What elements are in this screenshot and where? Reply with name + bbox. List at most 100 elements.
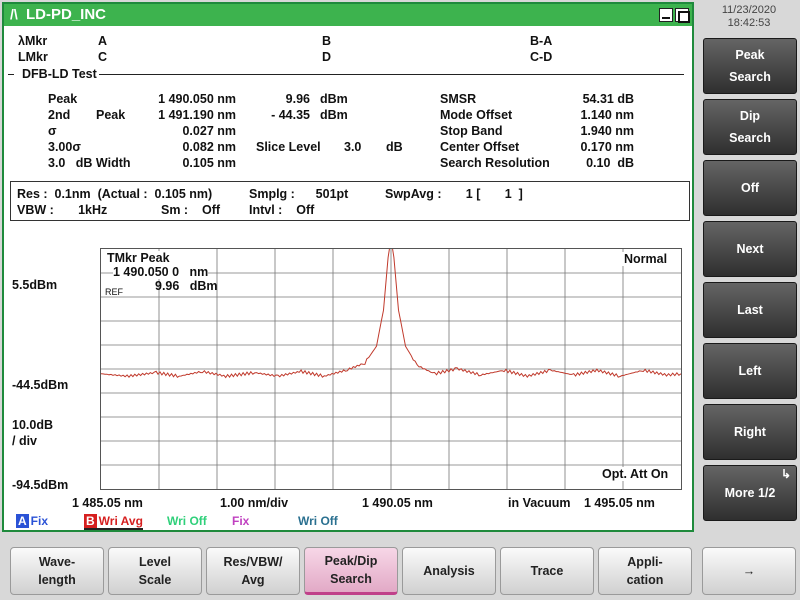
sigma3-label: 3.00σ	[48, 140, 81, 154]
tab-label-2: Avg	[241, 573, 265, 587]
reference-label: REF	[105, 287, 123, 297]
lambda-marker-label: λMkr	[18, 34, 48, 48]
trace-b-status: Wri Avg	[98, 514, 143, 528]
trace-marker-label: TMkr Peak	[107, 251, 172, 265]
search-resolution-value: 0.10 dB	[586, 156, 634, 170]
sampling-setting: Smplg : 501pt	[249, 187, 349, 201]
minimize-button[interactable]	[659, 8, 673, 22]
main-window: /\ LD-PD_INC λMkr A B B-A LMkr C D C-D D…	[2, 2, 694, 532]
stop-band-value: 1.940 nm	[580, 124, 634, 138]
tab-label: Trace	[530, 564, 564, 578]
tab-peak-dip-search[interactable]: Peak/Dip Search	[304, 547, 398, 595]
peak-wavelength: 1 490.050 nm	[158, 92, 236, 106]
search-resolution-label: Search Resolution	[440, 156, 550, 170]
peak-unit: dBm	[320, 92, 348, 106]
trace-b-badge: B	[84, 514, 97, 528]
center-offset-value: 0.170 nm	[580, 140, 634, 154]
softkey-label-2: Search	[729, 70, 771, 84]
second-unit: dBm	[320, 108, 348, 122]
tab-trace[interactable]: Trace	[500, 547, 594, 595]
softkey-label: Left	[738, 364, 762, 378]
tab-wavelength[interactable]: Wave-length	[10, 547, 104, 595]
marker-b: B	[322, 34, 332, 48]
smsr-value: 54.31 dB	[582, 92, 634, 106]
trace-d-legend[interactable]: Fix	[232, 514, 249, 528]
mode-offset-label: Mode Offset	[440, 108, 513, 122]
resolution-setting: Res : 0.1nm (Actual : 0.105 nm)	[17, 187, 213, 201]
marker-c: C	[98, 50, 108, 64]
db-width-value: 0.105 nm	[182, 156, 236, 170]
l-marker-label: LMkr	[18, 50, 48, 64]
maximize-button[interactable]	[675, 8, 690, 23]
slice-level-unit: dB	[386, 140, 403, 154]
center-offset-label: Center Offset	[440, 140, 520, 154]
tab-label-2: length	[38, 573, 76, 587]
smsr-label: SMSR	[440, 92, 477, 106]
x-axis-scale-label: 1.00 nm/div	[220, 496, 289, 510]
softkey-left[interactable]: Left	[703, 343, 797, 399]
section-title: DFB-LD Test	[20, 67, 99, 81]
softkey-label: Off	[740, 181, 760, 195]
softkey-label: Last	[737, 303, 763, 317]
softkey-label: Next	[736, 242, 764, 256]
trace-marker-value: 9.96 dBm	[155, 279, 218, 293]
trace-a-legend[interactable]: A Fix	[16, 514, 48, 528]
second-value: - 44.35	[271, 108, 310, 122]
softkey-label-2: Search	[729, 131, 771, 145]
submenu-arrow-icon: ↳	[780, 467, 791, 481]
trace-marker-wavelength: 1 490.050 0 nm	[113, 265, 209, 279]
slice-level-label: Slice Level	[256, 140, 321, 154]
trace-c-legend[interactable]: Wri Off	[167, 514, 207, 528]
softkey-dip-search[interactable]: Dip Search	[703, 99, 797, 155]
softkey-peak-search[interactable]: Peak Search	[703, 38, 797, 94]
app-logo-icon: /\	[10, 6, 18, 22]
softkey-last[interactable]: Last	[703, 282, 797, 338]
title-bar: /\ LD-PD_INC	[4, 4, 692, 26]
window-title: LD-PD_INC	[26, 6, 107, 23]
date-display: 11/23/2020	[721, 4, 777, 16]
tab-analysis[interactable]: Analysis	[402, 547, 496, 595]
section-divider-left	[8, 74, 14, 75]
trace-e-status: Wri Off	[298, 514, 338, 528]
marker-a: A	[98, 34, 108, 48]
tab-level-scale[interactable]: Level Scale	[108, 547, 202, 595]
stop-band-label: Stop Band	[440, 124, 503, 138]
y-scale-div-label: / div	[12, 434, 38, 448]
trace-a-status: Fix	[30, 514, 49, 528]
sigma-label: σ	[48, 124, 57, 138]
tab-label: Appli-	[627, 555, 663, 569]
second-peak-label: Peak	[96, 108, 126, 122]
optical-attenuator-label: Opt. Att On	[599, 467, 672, 481]
second-wavelength: 1 491.190 nm	[158, 108, 236, 122]
spectrum-plot[interactable]: TMkr Peak 1 490.050 0 nm 9.96 dBm REF No…	[100, 248, 682, 490]
plot-grid	[101, 249, 681, 489]
sigma-value: 0.027 nm	[182, 124, 236, 138]
tab-application[interactable]: Appli-cation	[598, 547, 692, 595]
display-mode-label: Normal	[621, 252, 671, 266]
arrow-right-icon: →	[742, 564, 756, 578]
trace-e-legend[interactable]: Wri Off	[298, 514, 338, 528]
x-axis-medium-label: in Vacuum	[508, 496, 571, 510]
vbw-setting: VBW : 1kHz	[17, 203, 108, 217]
y-axis-top-label: 5.5dBm	[12, 278, 58, 292]
peak-label: Peak	[48, 92, 78, 106]
time-display: 18:42:53	[727, 17, 771, 29]
tab-res-vbw-avg[interactable]: Res/VBW/Avg	[206, 547, 300, 595]
tab-label: Wave-	[38, 555, 76, 569]
spectrum-chart	[101, 249, 681, 489]
trace-b-legend[interactable]: B Wri Avg	[84, 514, 143, 530]
trace-c-status: Wri Off	[167, 514, 207, 528]
section-divider	[96, 74, 684, 75]
smoothing-setting: Sm : Off	[161, 203, 221, 217]
softkey-off[interactable]: Off	[703, 160, 797, 216]
softkey-next[interactable]: Next	[703, 221, 797, 277]
trace-a-badge: A	[16, 514, 29, 528]
y-scale-label: 10.0dB	[12, 418, 53, 432]
y-axis-mid-label: -44.5dBm	[12, 378, 69, 392]
softkey-more[interactable]: ↳ More 1/2	[703, 465, 797, 521]
next-page-button[interactable]: →	[702, 547, 796, 595]
tab-label-2: cation	[626, 573, 664, 587]
clock: 11/23/2020 18:42:53	[700, 4, 798, 32]
softkey-right[interactable]: Right	[703, 404, 797, 460]
x-axis-start-label: 1 485.05 nm	[72, 496, 143, 510]
